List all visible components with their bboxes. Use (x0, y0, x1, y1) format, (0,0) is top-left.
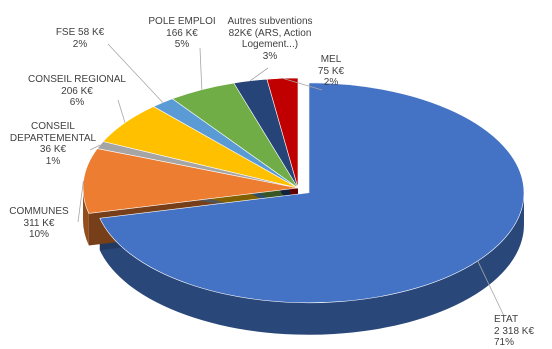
label-conseil-regional: CONSEIL REGIONAL 206 K€ 6% (28, 74, 126, 108)
leader-line-regional (117, 99, 126, 123)
leader-line-mel (282, 77, 323, 91)
leader-line-pole_emploi (199, 47, 203, 90)
leader-line-fse (107, 43, 164, 103)
label-mel: MEL 75 K€ 2% (317, 54, 345, 88)
leader-line-etat (477, 260, 505, 317)
pie-slices (82, 77, 525, 335)
label-conseil-departemental: CONSEIL DEPARTEMENTAL 36 K€ 1% (9, 121, 97, 167)
label-communes: COMMUNES 311 K€ 10% (9, 206, 69, 240)
leader-line-communes (77, 180, 84, 223)
leader-line-autres (249, 67, 269, 82)
label-pole-emploi: POLE EMPLOI 166 K€ 5% (148, 16, 216, 50)
label-etat: ETAT 2 318 K€ 71% (494, 314, 535, 348)
pie-side-etat (99, 192, 524, 335)
leader-line-departemental (89, 144, 101, 151)
leader-lines (77, 43, 505, 317)
pie-slice-communes (82, 148, 299, 214)
label-autres: Autres subventions 82K€ (ARS, Action Log… (227, 16, 313, 62)
pie-slice-etat (99, 82, 525, 304)
label-fse: FSE 58 K€ 2% (55, 27, 105, 50)
